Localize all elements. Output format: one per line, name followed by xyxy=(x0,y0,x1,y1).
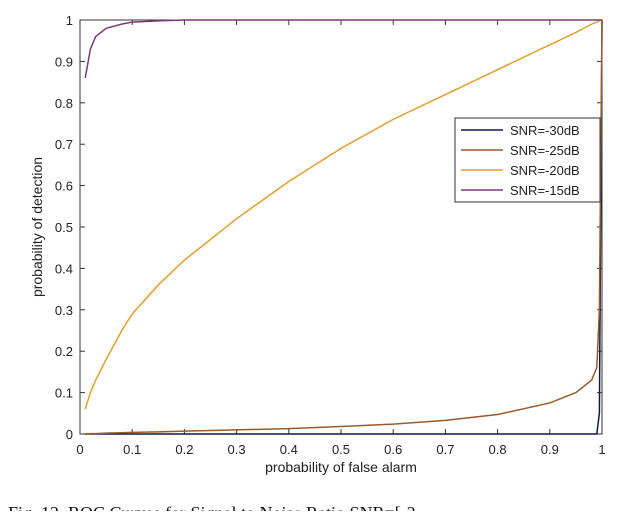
y-tick-label: 0.6 xyxy=(55,179,73,194)
x-tick-label: 0.2 xyxy=(175,442,193,457)
x-tick-label: 1 xyxy=(598,442,605,457)
plot-area xyxy=(79,19,603,435)
x-tick-label: 0.5 xyxy=(332,442,350,457)
series-line xyxy=(84,19,603,410)
x-tick-label: 0.6 xyxy=(384,442,402,457)
caption: Fig. 12. ROC Curves for Signal to Noise … xyxy=(8,503,416,511)
y-tick-label: 0.5 xyxy=(55,220,73,235)
y-tick-label: 0 xyxy=(66,427,73,442)
legend-label: SNR=-30dB xyxy=(510,123,580,138)
x-tick-label: 0.4 xyxy=(280,442,298,457)
y-tick-label: 0.9 xyxy=(55,54,73,69)
y-tick-label: 0.8 xyxy=(55,96,73,111)
x-tick-label: 0 xyxy=(76,442,83,457)
legend-label: SNR=-25dB xyxy=(510,143,580,158)
series-line xyxy=(84,19,602,79)
series-line xyxy=(85,19,603,435)
x-tick-label: 0.1 xyxy=(123,442,141,457)
legend-box xyxy=(454,117,601,203)
y-axis-label: probability of detection xyxy=(29,157,45,297)
legend-label: SNR=-20dB xyxy=(510,163,580,178)
y-tick-label: 0.3 xyxy=(55,303,73,318)
series-line xyxy=(85,19,603,435)
x-tick-label: 0.7 xyxy=(436,442,454,457)
y-tick-label: 1 xyxy=(66,13,73,28)
x-axis-label: probability of false alarm xyxy=(265,459,417,475)
x-tick-label: 0.9 xyxy=(541,442,559,457)
x-tick-label: 0.8 xyxy=(489,442,507,457)
y-tick-label: 0.1 xyxy=(55,386,73,401)
legend-label: SNR=-15dB xyxy=(510,183,580,198)
y-tick-label: 0.7 xyxy=(55,137,73,152)
y-tick-label: 0.2 xyxy=(55,344,73,359)
x-tick-label: 0.3 xyxy=(228,442,246,457)
y-tick-label: 0.4 xyxy=(55,261,73,276)
